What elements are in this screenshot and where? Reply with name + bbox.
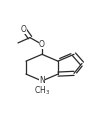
Text: N: N [39,76,45,85]
Text: O: O [39,40,45,49]
Text: O: O [21,25,27,34]
Text: CH$_3$: CH$_3$ [34,85,50,97]
